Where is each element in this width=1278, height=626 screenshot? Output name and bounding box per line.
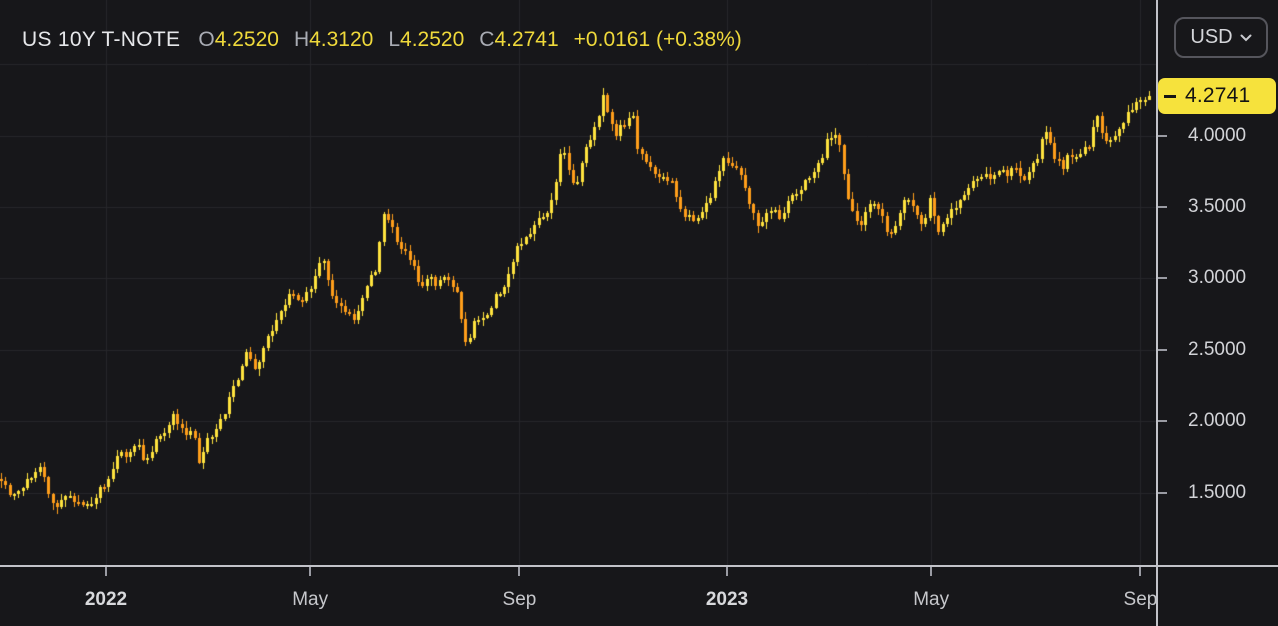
- last-price-label: 4.2741: [1158, 78, 1276, 114]
- time-axis-separator: [0, 565, 1278, 567]
- price-tick-mark: [1158, 134, 1167, 137]
- currency-label: USD: [1190, 26, 1233, 48]
- price-tick-dash-icon: [1164, 94, 1176, 98]
- price-tick-mark: [1158, 348, 1167, 351]
- price-tick-label: 1.5000: [1188, 481, 1247, 503]
- time-tick-label: May: [913, 589, 950, 610]
- change-value: +0.0161 (+0.38%): [573, 28, 742, 51]
- time-tick-mark: [105, 567, 107, 576]
- candlestick-chart[interactable]: [0, 0, 1157, 566]
- time-tick-label: Sep: [1123, 589, 1158, 610]
- symbol-title[interactable]: US 10Y T-NOTE: [22, 28, 181, 51]
- time-tick-mark: [726, 567, 728, 576]
- ohlc-field-o: O4.2520: [198, 28, 279, 51]
- price-tick-label: 3.0000: [1188, 267, 1247, 289]
- time-tick-label: May: [292, 589, 329, 610]
- time-tick-mark: [930, 567, 933, 576]
- price-tick-label: 2.5000: [1188, 338, 1247, 360]
- price-tick-label: 3.5000: [1188, 195, 1247, 217]
- price-tick-mark: [1158, 420, 1167, 423]
- time-tick-label: Sep: [502, 589, 537, 610]
- symbol-legend: US 10Y T-NOTE O4.2520 H4.3120 L4.2520 C4.274…: [22, 28, 742, 52]
- ohlc-field-h: H4.3120: [293, 28, 374, 51]
- price-tick-label: 4.0000: [1188, 124, 1247, 146]
- time-tick-mark: [309, 567, 312, 576]
- time-tick-label: 2023: [705, 589, 749, 610]
- time-tick-mark: [1139, 567, 1142, 576]
- price-tick-mark: [1158, 491, 1167, 494]
- ohlc-field-l: L4.2520: [388, 28, 465, 51]
- ohlc-values: O4.2520 H4.3120 L4.2520 C4.2741: [198, 28, 573, 51]
- price-axis-separator: [1156, 0, 1158, 626]
- price-tick-label: 2.0000: [1188, 410, 1247, 432]
- time-tick-mark: [518, 567, 521, 576]
- last-price-value: 4.2741: [1185, 84, 1251, 107]
- price-tick-mark: [1158, 205, 1167, 208]
- currency-selector-button[interactable]: USD: [1174, 17, 1268, 58]
- time-tick-label: 2022: [84, 589, 128, 610]
- price-tick-mark: [1158, 277, 1167, 280]
- chevron-down-icon: [1240, 34, 1252, 41]
- ohlc-field-c: C4.2741: [479, 28, 559, 51]
